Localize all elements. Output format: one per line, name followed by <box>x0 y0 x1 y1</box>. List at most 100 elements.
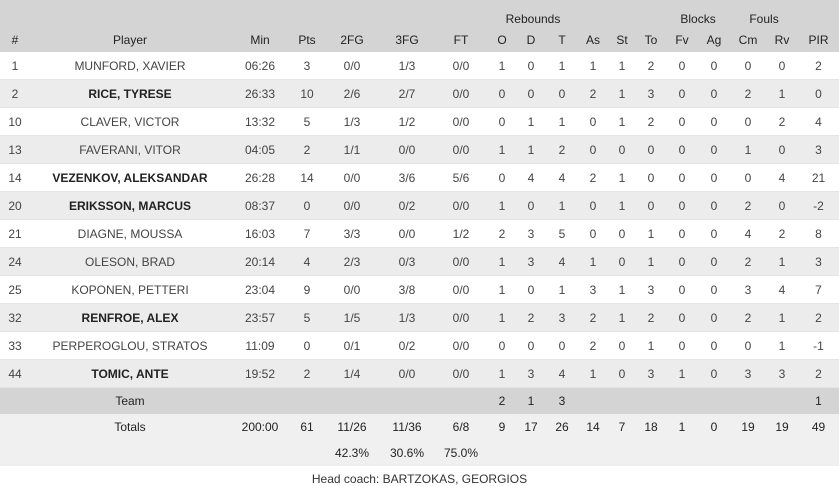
player-pts-cell: 0 <box>290 331 324 360</box>
player-as-cell: 0 <box>578 219 609 248</box>
player-fg2-cell: 1/4 <box>324 359 380 388</box>
header-group-empty-2 <box>578 0 667 28</box>
player-name-cell[interactable]: Diagne, Moussa <box>30 219 230 248</box>
player-as-cell: 2 <box>578 163 609 192</box>
player-cm-cell: 0 <box>730 107 767 136</box>
player-row[interactable]: 14 Vezenkov, Aleksandar 26:28 14 0/0 3/6 5/6 0 4… <box>0 163 839 192</box>
player-st-cell: 0 <box>608 219 637 248</box>
col-header-t: T <box>546 28 579 52</box>
team-t-cell: 3 <box>546 387 579 414</box>
player-fv-cell: 0 <box>666 219 699 248</box>
player-ag-cell: 0 <box>698 52 731 80</box>
player-row[interactable]: 32 Renfroe, Alex 23:57 5 1/5 1/3 0/0 1 2 3 2 1 2 0 0 2 1… <box>0 303 839 332</box>
player-name-cell[interactable]: Claver, Victor <box>30 107 230 136</box>
player-min-cell: 23:57 <box>230 303 290 332</box>
col-header-ft: FT <box>434 28 488 52</box>
totals-d-cell: 17 <box>516 414 546 440</box>
player-name-cell[interactable]: Oleson, Brad <box>30 247 230 276</box>
player-row[interactable]: 20 Eriksson, Marcus 08:37 0 0/0 0/2 0/0 1 0 1 0 1 0 0… <box>0 191 839 220</box>
player-d-cell: 0 <box>516 191 546 220</box>
player-ag-cell: 0 <box>698 107 731 136</box>
player-fg3-cell: 0/2 <box>380 191 434 220</box>
player-fg3-cell: 0/3 <box>380 247 434 276</box>
player-row[interactable]: 44 Tomic, Ante 19:52 2 1/4 0/0 0/0 1 3 4 1 0 3 1 0 3 3 2 <box>0 359 839 388</box>
player-pir-cell: 7 <box>798 275 839 304</box>
player-fg3-cell: 0/0 <box>380 135 434 164</box>
player-to-cell: 2 <box>636 303 667 332</box>
player-name-cell[interactable]: Munford, Xavier <box>30 52 230 80</box>
player-pir-cell: 21 <box>798 163 839 192</box>
totals-cm-cell: 19 <box>730 414 767 440</box>
player-o-cell: 0 <box>488 163 516 192</box>
team-empty-4-cell <box>324 387 380 414</box>
player-name-cell[interactable]: Perperoglou, Stratos <box>30 331 230 360</box>
player-cm-cell: 3 <box>730 275 767 304</box>
player-d-cell: 3 <box>516 359 546 388</box>
player-fg2-cell: 1/1 <box>324 135 380 164</box>
totals-label-cell: Totals <box>30 414 230 440</box>
pct-empty-2-cell <box>230 440 290 466</box>
totals-fv-cell: 1 <box>666 414 699 440</box>
totals-min-cell: 200:00 <box>230 414 290 440</box>
player-ft-cell: 0/0 <box>434 303 488 332</box>
team-empty-11-cell <box>608 387 637 414</box>
player-row[interactable]: 2 Rice, Tyrese 26:33 10 2/6 2/7 0/0 0 0 0 2 1 3 0 0 2 1 0 <box>0 79 839 108</box>
player-as-cell: 2 <box>578 303 609 332</box>
player-row[interactable]: 13 Faverani, Vitor 04:05 2 1/1 0/0 0/0 1 1 2 0 0 0 0 0… <box>0 135 839 164</box>
table-body: 1 Munford, Xavier 06:26 3 0/0 1/3 0/0 1 0 1 1 1 2 0 0 0… <box>0 52 839 466</box>
totals-pir-cell: 49 <box>798 414 839 440</box>
player-pts-cell: 4 <box>290 247 324 276</box>
player-row[interactable]: 33 Perperoglou, Stratos 11:09 0 0/1 0/2 0/0 0 0 0… <box>0 331 839 360</box>
player-min-cell: 04:05 <box>230 135 290 164</box>
player-name-cell[interactable]: Tomic, Ante <box>30 359 230 388</box>
player-to-cell: 3 <box>636 275 667 304</box>
player-t-cell: 1 <box>546 275 579 304</box>
player-d-cell: 1 <box>516 135 546 164</box>
col-header-fv: Fv <box>666 28 699 52</box>
player-ft-cell: 0/0 <box>434 107 488 136</box>
player-fg2-cell: 1/3 <box>324 107 380 136</box>
player-pir-cell: 2 <box>798 359 839 388</box>
player-d-cell: 0 <box>516 331 546 360</box>
player-name-cell[interactable]: Eriksson, Marcus <box>30 191 230 220</box>
player-row[interactable]: 10 Claver, Victor 13:32 5 1/3 1/2 0/0 0 1 1 0 1 2 0 0 0… <box>0 107 839 136</box>
player-st-cell: 0 <box>608 359 637 388</box>
player-min-cell: 13:32 <box>230 107 290 136</box>
player-to-cell: 3 <box>636 359 667 388</box>
player-pts-cell: 9 <box>290 275 324 304</box>
player-o-cell: 1 <box>488 191 516 220</box>
player-ag-cell: 0 <box>698 191 731 220</box>
player-ag-cell: 0 <box>698 79 731 108</box>
player-fg3-cell: 0/0 <box>380 219 434 248</box>
header-group-row: Rebounds Blocks Fouls <box>0 0 839 28</box>
player-ft-cell: 1/2 <box>434 219 488 248</box>
team-empty-3-cell <box>290 387 324 414</box>
player-name-cell[interactable]: Renfroe, Alex <box>30 303 230 332</box>
player-ft-cell: 0/0 <box>434 79 488 108</box>
player-row[interactable]: 21 Diagne, Moussa 16:03 7 3/3 0/0 1/2 2 3 5 0 0 1 0 0 4… <box>0 219 839 248</box>
player-row[interactable]: 24 Oleson, Brad 20:14 4 2/3 0/3 0/0 1 3 4 1 0 1 0 0 2 1 3 <box>0 247 839 276</box>
team-d-cell: 1 <box>516 387 546 414</box>
pct-empty-16-cell <box>766 440 799 466</box>
player-name-cell[interactable]: Rice, Tyrese <box>30 79 230 108</box>
team-empty-10-cell <box>578 387 609 414</box>
pct-empty-12-cell <box>636 440 667 466</box>
head-coach-label: Head coach: <box>311 472 380 486</box>
col-header-pts: Pts <box>290 28 324 52</box>
player-pts-cell: 10 <box>290 79 324 108</box>
player-row[interactable]: 1 Munford, Xavier 06:26 3 0/0 1/3 0/0 1 0 1 1 1 2 0 0 0… <box>0 52 839 80</box>
player-ag-cell: 0 <box>698 163 731 192</box>
player-o-cell: 1 <box>488 52 516 80</box>
player-fg2-cell: 0/1 <box>324 331 380 360</box>
header-column-row: # Player Min Pts 2FG 3FG FT O D T As St To Fv Ag Cm Rv PI… <box>0 28 839 52</box>
player-t-cell: 4 <box>546 359 579 388</box>
player-num-cell: 32 <box>0 303 30 332</box>
col-header-to: To <box>636 28 667 52</box>
player-name-cell[interactable]: Faverani, Vitor <box>30 135 230 164</box>
player-name-cell[interactable]: Vezenkov, Aleksandar <box>30 163 230 192</box>
table-header: Rebounds Blocks Fouls # Player Min Pts 2FG 3F… <box>0 0 839 52</box>
player-pir-cell: 8 <box>798 219 839 248</box>
player-row[interactable]: 25 Koponen, Petteri 23:04 9 0/0 3/8 0/0 1 0 1 3 1 3 0… <box>0 275 839 304</box>
team-empty-13-cell <box>666 387 699 414</box>
player-name-cell[interactable]: Koponen, Petteri <box>30 275 230 304</box>
